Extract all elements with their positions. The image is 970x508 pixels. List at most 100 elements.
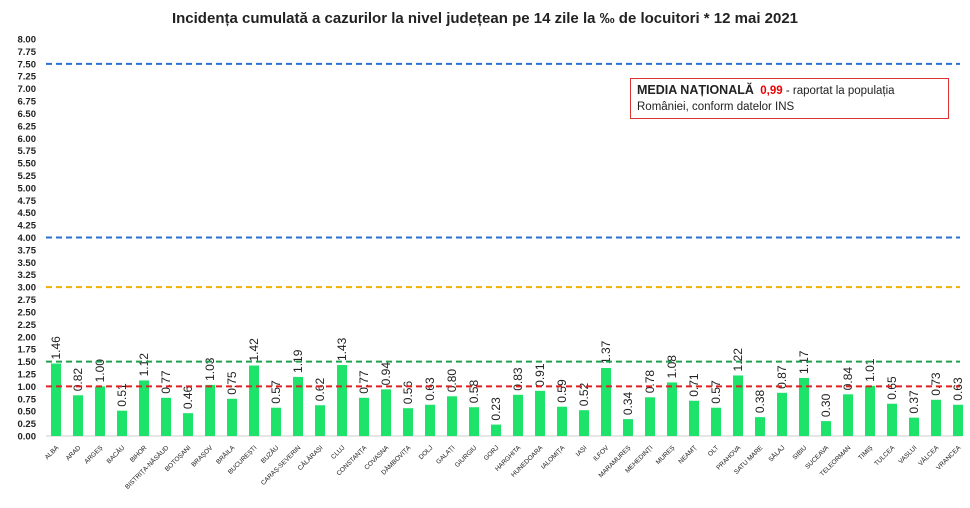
y-tick-label: 4.75	[18, 196, 37, 207]
data-label: 0.63	[423, 377, 437, 401]
data-label: 0.94	[379, 362, 393, 386]
national-average-note: MEDIA NAȚIONALĂ 0,99 - raportat la popul…	[630, 78, 949, 119]
y-tick-label: 1.25	[18, 369, 37, 380]
y-tick-label: 5.75	[18, 146, 37, 157]
y-tick-label: 5.00	[18, 183, 37, 194]
y-tick-label: 3.50	[18, 258, 37, 269]
y-tick-label: 5.50	[18, 159, 37, 170]
data-label: 0.46	[181, 385, 195, 409]
x-tick-label: VASLUI	[897, 444, 918, 465]
data-label: 0.73	[929, 372, 943, 396]
y-tick-label: 3.75	[18, 245, 37, 256]
bar-bacău	[117, 410, 127, 436]
x-tick-label: GIURGIU	[454, 444, 479, 469]
x-tick-label: ARAD	[65, 444, 83, 462]
data-label: 0.58	[467, 380, 481, 404]
bar-argeș	[95, 386, 105, 436]
data-label: 1.46	[49, 336, 63, 360]
y-tick-label: 0.75	[18, 394, 37, 405]
x-tick-label: SĂLAJ	[766, 443, 786, 463]
bar-vaslui	[909, 417, 919, 436]
bar-vâlcea	[931, 399, 941, 436]
bar-bistrița-năsăud	[161, 397, 171, 436]
bar-satu mare	[755, 417, 765, 436]
bar-constanța	[359, 397, 369, 436]
x-tick-label: OLT	[707, 444, 721, 458]
y-tick-label: 6.50	[18, 109, 37, 120]
data-label: 1.00	[93, 359, 107, 383]
bar-vrancea	[953, 404, 963, 436]
bar-timiș	[865, 385, 875, 436]
bar-teleorman	[843, 394, 853, 436]
data-label: 0.38	[753, 389, 767, 413]
bar-suceava	[821, 421, 831, 436]
bar-mureș	[667, 382, 677, 436]
x-tick-label: BRAȘOV	[190, 444, 215, 469]
bar-caraș-severin	[293, 376, 303, 436]
y-tick-label: 3.00	[18, 283, 37, 294]
data-label: 0.62	[313, 378, 327, 402]
data-label: 0.37	[907, 390, 921, 414]
data-label: 0.51	[115, 383, 129, 407]
x-tick-label: BIHOR	[129, 444, 149, 464]
data-label: 0.71	[687, 373, 701, 397]
bar-alba	[51, 363, 61, 436]
data-label: 1.12	[137, 353, 151, 377]
x-tick-label: MUREȘ	[655, 444, 677, 466]
x-tick-label: ARGEȘ	[83, 444, 105, 466]
y-tick-label: 5.25	[18, 171, 37, 182]
data-label: 1.17	[797, 350, 811, 374]
y-tick-label: 6.25	[18, 121, 37, 132]
data-label: 0.34	[621, 391, 635, 415]
y-tick-label: 4.25	[18, 221, 37, 232]
bar-brăila	[227, 398, 237, 436]
note-text: - raportat la populația României, confor…	[637, 85, 895, 113]
x-tick-label: ILFOV	[592, 444, 611, 463]
x-tick-label: IAȘI	[575, 444, 589, 458]
x-tick-label: BUZĂU	[258, 443, 280, 465]
data-label: 1.03	[203, 357, 217, 381]
y-tick-label: 6.00	[18, 134, 37, 145]
data-label: 0.87	[775, 365, 789, 389]
y-tick-label: 2.75	[18, 295, 37, 306]
x-tick-label: TULCEA	[873, 444, 897, 468]
data-label: 1.01	[863, 358, 877, 382]
note-label: MEDIA NAȚIONALĂ	[637, 83, 754, 97]
x-tick-label: GALAȚI	[435, 444, 456, 465]
x-tick-label: VRANCEA	[935, 444, 963, 472]
chart-title: Incidența cumulată a cazurilor la nivel …	[171, 10, 799, 27]
x-tick-label: SIBIU	[791, 444, 808, 461]
x-tick-label: DOLJ	[418, 444, 435, 461]
bar-tulcea	[887, 403, 897, 436]
y-tick-label: 1.75	[18, 345, 37, 356]
data-label: 0.63	[951, 377, 965, 401]
data-label: 0.56	[401, 381, 415, 405]
data-label: 0.65	[885, 376, 899, 400]
bar-călărași	[315, 405, 325, 436]
bar-buzău	[271, 407, 281, 436]
data-label: 0.77	[159, 370, 173, 394]
y-tick-label: 7.00	[18, 84, 37, 95]
bar-bucurești	[249, 365, 259, 436]
bar-ilfov	[601, 368, 611, 436]
data-label: 0.77	[357, 370, 371, 394]
y-tick-label: 2.00	[18, 332, 37, 343]
bar-covasna	[381, 389, 391, 436]
x-tick-label: GORJ	[483, 444, 501, 462]
data-label: 0.75	[225, 371, 239, 395]
data-label: 0.80	[445, 369, 459, 393]
y-tick-label: 4.00	[18, 233, 37, 244]
y-tick-label: 0.00	[18, 432, 37, 443]
bar-bihor	[139, 380, 149, 436]
note-value: 0,99	[760, 85, 783, 97]
y-tick-label: 7.50	[18, 59, 37, 70]
y-tick-label: 0.25	[18, 419, 37, 430]
y-tick-label: 4.50	[18, 208, 37, 219]
x-tick-label: IALOMIȚA	[540, 444, 567, 471]
y-tick-label: 7.75	[18, 47, 37, 58]
x-tick-label: TIMIȘ	[857, 444, 875, 462]
data-label: 0.57	[269, 380, 283, 404]
bar-sibiu	[799, 377, 809, 436]
data-label: 1.42	[247, 338, 261, 362]
